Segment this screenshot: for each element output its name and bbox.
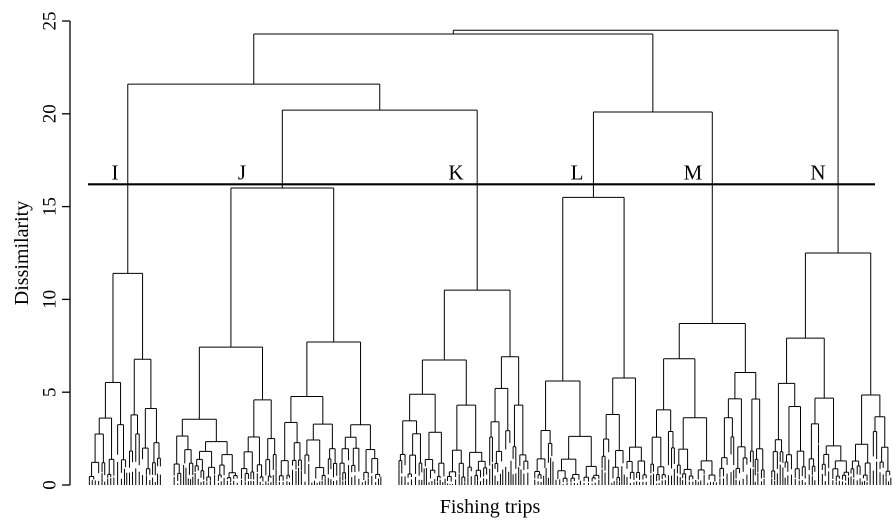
x-axis-title: Fishing trips	[440, 496, 541, 518]
y-tick-label: 15	[39, 197, 60, 216]
y-axis: 0 5 10 15 20 25	[39, 12, 71, 490]
cluster-label-n: N	[810, 160, 825, 184]
y-tick-label: 5	[39, 387, 60, 397]
cluster-label-m: M	[684, 160, 703, 184]
y-tick-label: 10	[39, 290, 60, 309]
dendrogram-tree	[88, 29, 892, 485]
cluster-labels: I J K L M N	[112, 160, 826, 184]
y-tick-label: 0	[39, 480, 60, 490]
cluster-label-k: K	[448, 160, 463, 184]
y-tick-label: 20	[39, 104, 60, 123]
y-axis-title: Dissimilarity	[11, 201, 33, 305]
cluster-label-l: L	[571, 160, 584, 184]
cluster-label-i: I	[112, 160, 119, 184]
cluster-label-j: J	[238, 160, 246, 184]
y-tick-label: 25	[39, 12, 60, 31]
